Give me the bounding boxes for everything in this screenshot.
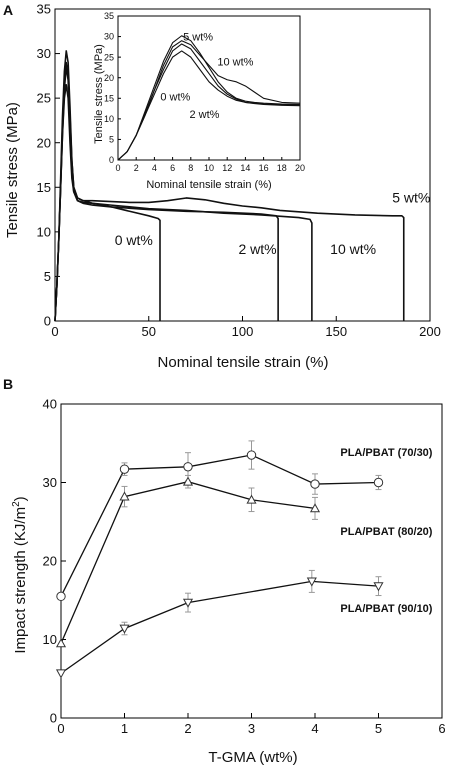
inset-y-tick-label: 5 xyxy=(109,135,114,145)
panel-a-series-line xyxy=(54,50,405,322)
panel-a-y-tick-label: 30 xyxy=(37,46,51,61)
panel-a-series-label: 2 wt% xyxy=(238,241,276,257)
panel-b-point xyxy=(119,464,130,474)
panel-b-point xyxy=(246,494,257,504)
panel-b-y-tick-label: 0 xyxy=(50,711,57,726)
inset-series-line xyxy=(117,35,301,161)
panel-a-series-label: 0 wt% xyxy=(115,232,153,248)
panel-b-point xyxy=(55,669,67,679)
panel-a-y-tick-label: 10 xyxy=(37,224,51,239)
panel-b-label: B xyxy=(3,376,13,392)
inset-y-tick-label: 0 xyxy=(109,155,114,165)
panel-a-y-tick-label: 35 xyxy=(37,2,51,17)
panel-b-ylabel-suffix: ) xyxy=(12,496,29,501)
panel-a: A Tensile stress (MPa) Nominal tensile s… xyxy=(3,2,441,371)
panel-b-point xyxy=(182,598,194,608)
inset-xlabel: Nominal tensile strain (%) xyxy=(146,179,271,191)
panel-b-series-line xyxy=(60,454,379,597)
panel-b-y-tick-label: 40 xyxy=(43,397,57,412)
panel-b-x-tick-label: 2 xyxy=(184,721,191,736)
inset-series-line xyxy=(117,40,301,161)
panel-b-xlabel: T-GMA (wt%) xyxy=(208,749,297,766)
inset-series-label: 2 wt% xyxy=(189,109,219,121)
panel-b-x-tick-label: 1 xyxy=(121,721,128,736)
panel-b-ylabel-main: Impact strength (KJ/m xyxy=(12,507,29,654)
panel-b-series-label: PLA/PBAT (80/20) xyxy=(340,526,432,538)
panel-b-point xyxy=(119,491,130,501)
panel-b-ylabel: Impact strength (KJ/m2) xyxy=(11,496,29,653)
panel-b-x-tick-label: 5 xyxy=(375,721,382,736)
panel-b-x-tick-label: 6 xyxy=(438,721,445,736)
inset-x-tick-label: 0 xyxy=(115,163,120,173)
panel-b-series-line xyxy=(60,580,379,674)
panel-b-point xyxy=(119,624,130,634)
panel-a-series-label: 10 wt% xyxy=(330,241,376,257)
inset-y-tick-label: 15 xyxy=(104,93,114,103)
inset-ylabel: Tensile stress (MPa) xyxy=(93,44,105,144)
panel-b-point xyxy=(306,577,317,587)
inset-series-line xyxy=(117,43,301,161)
inset-x-tick-label: 2 xyxy=(134,163,139,173)
panel-b-series-line xyxy=(60,481,316,644)
inset-x-tick-label: 14 xyxy=(240,163,250,173)
panel-a-y-tick-label: 15 xyxy=(37,180,51,195)
panel-b-series-label: PLA/PBAT (70/30) xyxy=(340,447,432,459)
panel-b-plot: 0 1 2 3 4 5 6 0 10 20 30 40 PLA/PBAT (70/30) PLA/PBAT… xyxy=(43,397,446,736)
panel-a-y-tick-label: 0 xyxy=(44,314,51,329)
panel-b-series-label: PLA/PBAT (90/10) xyxy=(340,603,432,615)
panel-b-ylabel-sup: 2 xyxy=(11,501,22,507)
inset-x-tick-label: 6 xyxy=(170,163,175,173)
panel-b-point xyxy=(309,503,321,513)
panel-a-xlabel: Nominal tensile strain (%) xyxy=(158,354,329,371)
panel-b-point xyxy=(55,638,67,648)
panel-b-point xyxy=(182,476,194,486)
panel-a-series-label: 5 wt% xyxy=(392,189,430,205)
panel-a-x-tick-label: 50 xyxy=(142,324,156,339)
panel-b-point xyxy=(246,450,257,460)
panel-b-y-tick-label: 10 xyxy=(43,632,57,647)
panel-b-point xyxy=(310,479,320,489)
inset-x-tick-label: 20 xyxy=(295,163,305,173)
panel-b-point xyxy=(373,582,384,592)
panel-a-x-tick-label: 150 xyxy=(325,324,347,339)
inset-y-tick-label: 35 xyxy=(104,11,114,21)
inset-x-tick-label: 12 xyxy=(222,163,232,173)
inset-series-label: 0 wt% xyxy=(160,91,190,103)
panel-a-series-line xyxy=(54,61,313,322)
inset-series-label: 5 wt% xyxy=(183,32,213,44)
inset-y-tick-label: 20 xyxy=(104,73,114,83)
panel-a-y-tick-label: 5 xyxy=(44,269,51,284)
panel-b-x-tick-label: 0 xyxy=(57,721,64,736)
panel-b-x-tick-label: 3 xyxy=(248,721,255,736)
panel-b-y-tick-label: 30 xyxy=(43,475,57,490)
panel-a-y-tick-label: 25 xyxy=(37,91,51,106)
panel-a-label: A xyxy=(3,2,13,18)
panel-a-x-tick-label: 200 xyxy=(419,324,441,339)
panel-b-x-tick-label: 4 xyxy=(311,721,318,736)
inset-y-tick-label: 30 xyxy=(104,32,114,42)
inset-x-tick-label: 16 xyxy=(259,163,269,173)
panel-a-ylabel: Tensile stress (MPa) xyxy=(4,102,21,238)
panel-b-point xyxy=(373,477,384,488)
inset-series-label: 10 wt% xyxy=(217,56,253,68)
panel-a-y-tick-label: 20 xyxy=(37,135,51,150)
panel-b-point xyxy=(56,591,66,602)
inset-y-tick-label: 10 xyxy=(104,114,114,124)
panel-a-x-tick-label: 0 xyxy=(51,324,58,339)
panel-a-inset: 0 2 4 6 8 10 12 14 16 18 20 0 5 10 15 20 25 30 35 5 wt% 10 w… xyxy=(88,10,312,192)
inset-x-tick-label: 8 xyxy=(188,163,193,173)
inset-x-tick-label: 4 xyxy=(152,163,157,173)
panel-a-x-tick-label: 100 xyxy=(232,324,254,339)
inset-x-tick-label: 10 xyxy=(204,163,214,173)
panel-b-y-tick-label: 20 xyxy=(43,554,57,569)
inset-x-tick-label: 18 xyxy=(277,163,287,173)
panel-b-point xyxy=(183,462,193,472)
inset-y-tick-label: 25 xyxy=(104,52,114,62)
